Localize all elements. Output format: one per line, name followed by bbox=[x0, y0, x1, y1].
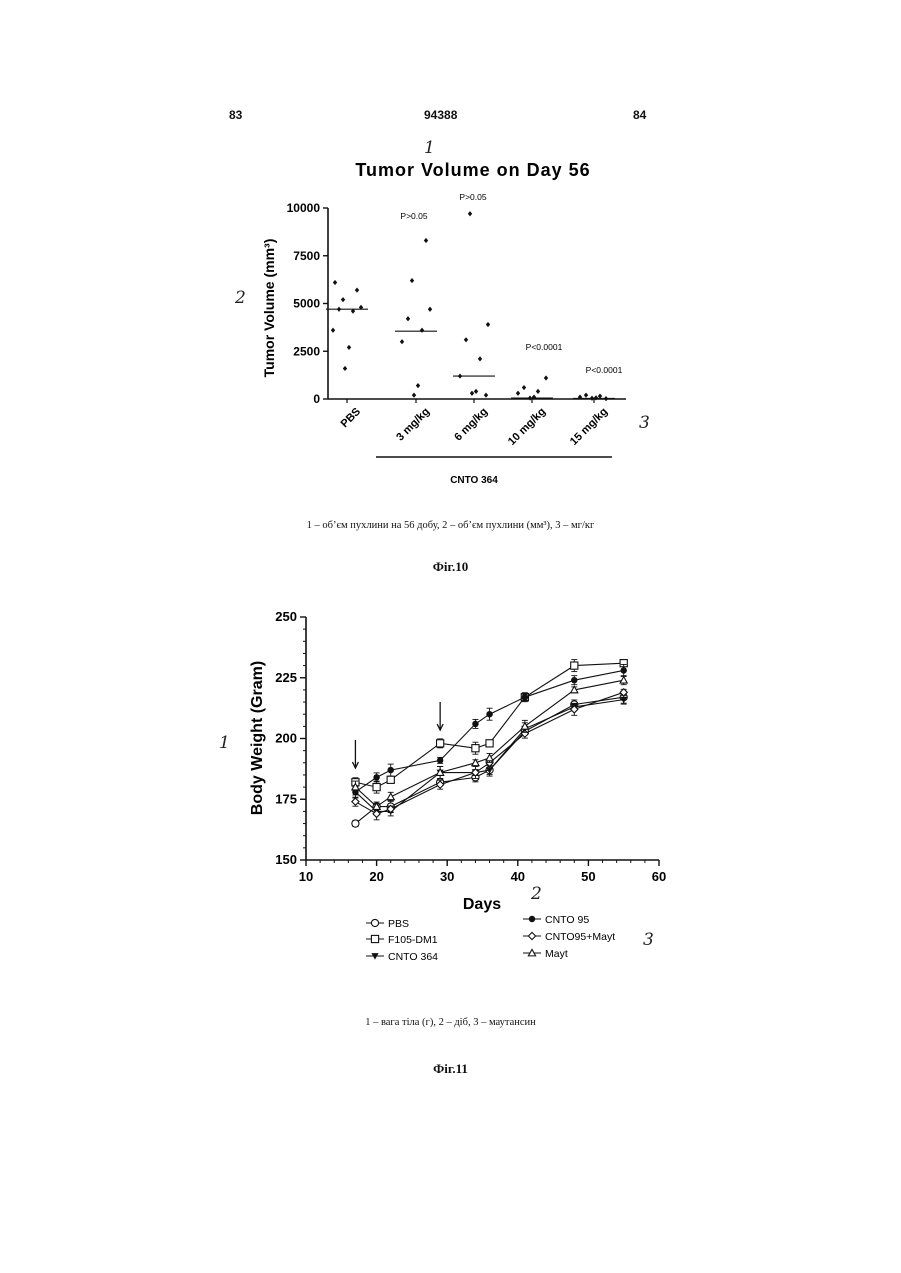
tumor-volume-chart: Tumor Volume on Day 56 Tumor Volume (mm³… bbox=[0, 0, 901, 500]
data-point bbox=[486, 322, 490, 327]
figure-11-label: Фіг.11 bbox=[0, 1061, 901, 1077]
data-point bbox=[571, 677, 577, 683]
data-point bbox=[620, 677, 627, 683]
data-point bbox=[373, 784, 380, 791]
data-point bbox=[416, 383, 420, 388]
y-tick-label: 250 bbox=[275, 609, 297, 624]
data-point bbox=[464, 337, 468, 342]
p-value-label: P>0.05 bbox=[459, 192, 486, 202]
data-point bbox=[584, 393, 588, 398]
legend-label: CNTO 364 bbox=[388, 951, 438, 963]
x-tick-label: 20 bbox=[369, 869, 383, 884]
data-point bbox=[486, 740, 493, 747]
data-point bbox=[387, 776, 394, 783]
data-point bbox=[544, 375, 548, 380]
x-tick-label: 30 bbox=[440, 869, 454, 884]
data-point bbox=[522, 694, 528, 700]
body-weight-chart: Body Weight (Gram) Days 150 175 200 225 250 1… bbox=[0, 590, 901, 980]
y-tick-label: 0 bbox=[313, 392, 320, 406]
data-point bbox=[331, 328, 335, 333]
data-point bbox=[474, 389, 478, 394]
legend-marker bbox=[529, 916, 535, 922]
data-point bbox=[437, 757, 443, 763]
y-tick-label: 7500 bbox=[293, 249, 320, 263]
data-point bbox=[412, 393, 416, 398]
y-tick-label: 175 bbox=[275, 791, 297, 806]
group-label: CNTO 364 bbox=[450, 475, 498, 486]
y-tick-label: 150 bbox=[275, 852, 297, 867]
data-point bbox=[424, 238, 428, 243]
y-tick-label: 10000 bbox=[287, 201, 321, 215]
y-tick-label: 225 bbox=[275, 670, 297, 685]
y-tick-label: 200 bbox=[275, 731, 297, 746]
legend-label: Mayt bbox=[545, 948, 568, 960]
y-axis-label: Body Weight (Gram) bbox=[249, 661, 266, 815]
p-value-label: P<0.0001 bbox=[586, 365, 623, 375]
x-tick-label: 50 bbox=[581, 869, 595, 884]
data-point bbox=[470, 391, 474, 396]
data-point bbox=[428, 307, 432, 312]
data-point bbox=[406, 316, 410, 321]
data-point bbox=[333, 280, 337, 285]
y-tick-label: 2500 bbox=[293, 344, 320, 358]
legend-label: PBS bbox=[388, 918, 409, 930]
x-tick-label: 6 mg/kg bbox=[452, 406, 490, 444]
x-tick-label: PBS bbox=[339, 406, 363, 430]
legend-marker bbox=[371, 919, 378, 926]
legend-marker bbox=[528, 932, 535, 939]
data-point bbox=[516, 391, 520, 396]
legend-label: F105-DM1 bbox=[388, 934, 438, 946]
y-axis-label: Tumor Volume (mm³) bbox=[261, 239, 277, 378]
data-point bbox=[472, 745, 479, 752]
y-tick-label: 5000 bbox=[293, 297, 320, 311]
data-point bbox=[347, 345, 351, 350]
data-point bbox=[468, 211, 472, 216]
data-point bbox=[387, 767, 393, 773]
x-tick-label: 40 bbox=[511, 869, 525, 884]
x-tick-label: 10 bbox=[299, 869, 313, 884]
figure-10-label: Фіг.10 bbox=[0, 559, 901, 575]
data-point bbox=[352, 798, 359, 805]
legend-label: CNTO 95 bbox=[545, 914, 589, 926]
data-point bbox=[420, 328, 424, 333]
data-point bbox=[410, 278, 414, 283]
legend-label: CNTO95+Mayt bbox=[545, 931, 615, 943]
legend-marker bbox=[371, 935, 378, 942]
chart-title: Tumor Volume on Day 56 bbox=[355, 160, 590, 180]
data-point bbox=[373, 774, 379, 780]
x-tick-label: 10 mg/kg bbox=[506, 406, 548, 448]
data-point bbox=[341, 297, 345, 302]
data-point bbox=[400, 339, 404, 344]
x-tick-label: 15 mg/kg bbox=[568, 406, 610, 448]
data-point bbox=[387, 793, 394, 799]
data-point bbox=[620, 667, 626, 673]
data-point bbox=[522, 385, 526, 390]
data-point bbox=[484, 393, 488, 398]
x-axis-label: Days bbox=[463, 896, 501, 913]
x-tick-label: 3 mg/kg bbox=[394, 406, 432, 444]
data-point bbox=[355, 288, 359, 293]
x-tick-label: 60 bbox=[652, 869, 666, 884]
data-point bbox=[343, 366, 347, 371]
figure-10-caption: 1 – об’єм пухлини на 56 добу, 2 – об’єм … bbox=[0, 520, 901, 531]
p-value-label: P>0.05 bbox=[400, 211, 427, 221]
data-point bbox=[437, 740, 444, 747]
figure-11-caption: 1 – вага тіла (г), 2 – діб, 3 – маутанси… bbox=[0, 1017, 901, 1028]
data-point bbox=[486, 711, 492, 717]
p-value-label: P<0.0001 bbox=[526, 342, 563, 352]
data-point bbox=[478, 356, 482, 361]
data-point bbox=[352, 820, 359, 827]
data-point bbox=[472, 721, 478, 727]
data-point bbox=[571, 662, 578, 669]
data-point bbox=[536, 389, 540, 394]
